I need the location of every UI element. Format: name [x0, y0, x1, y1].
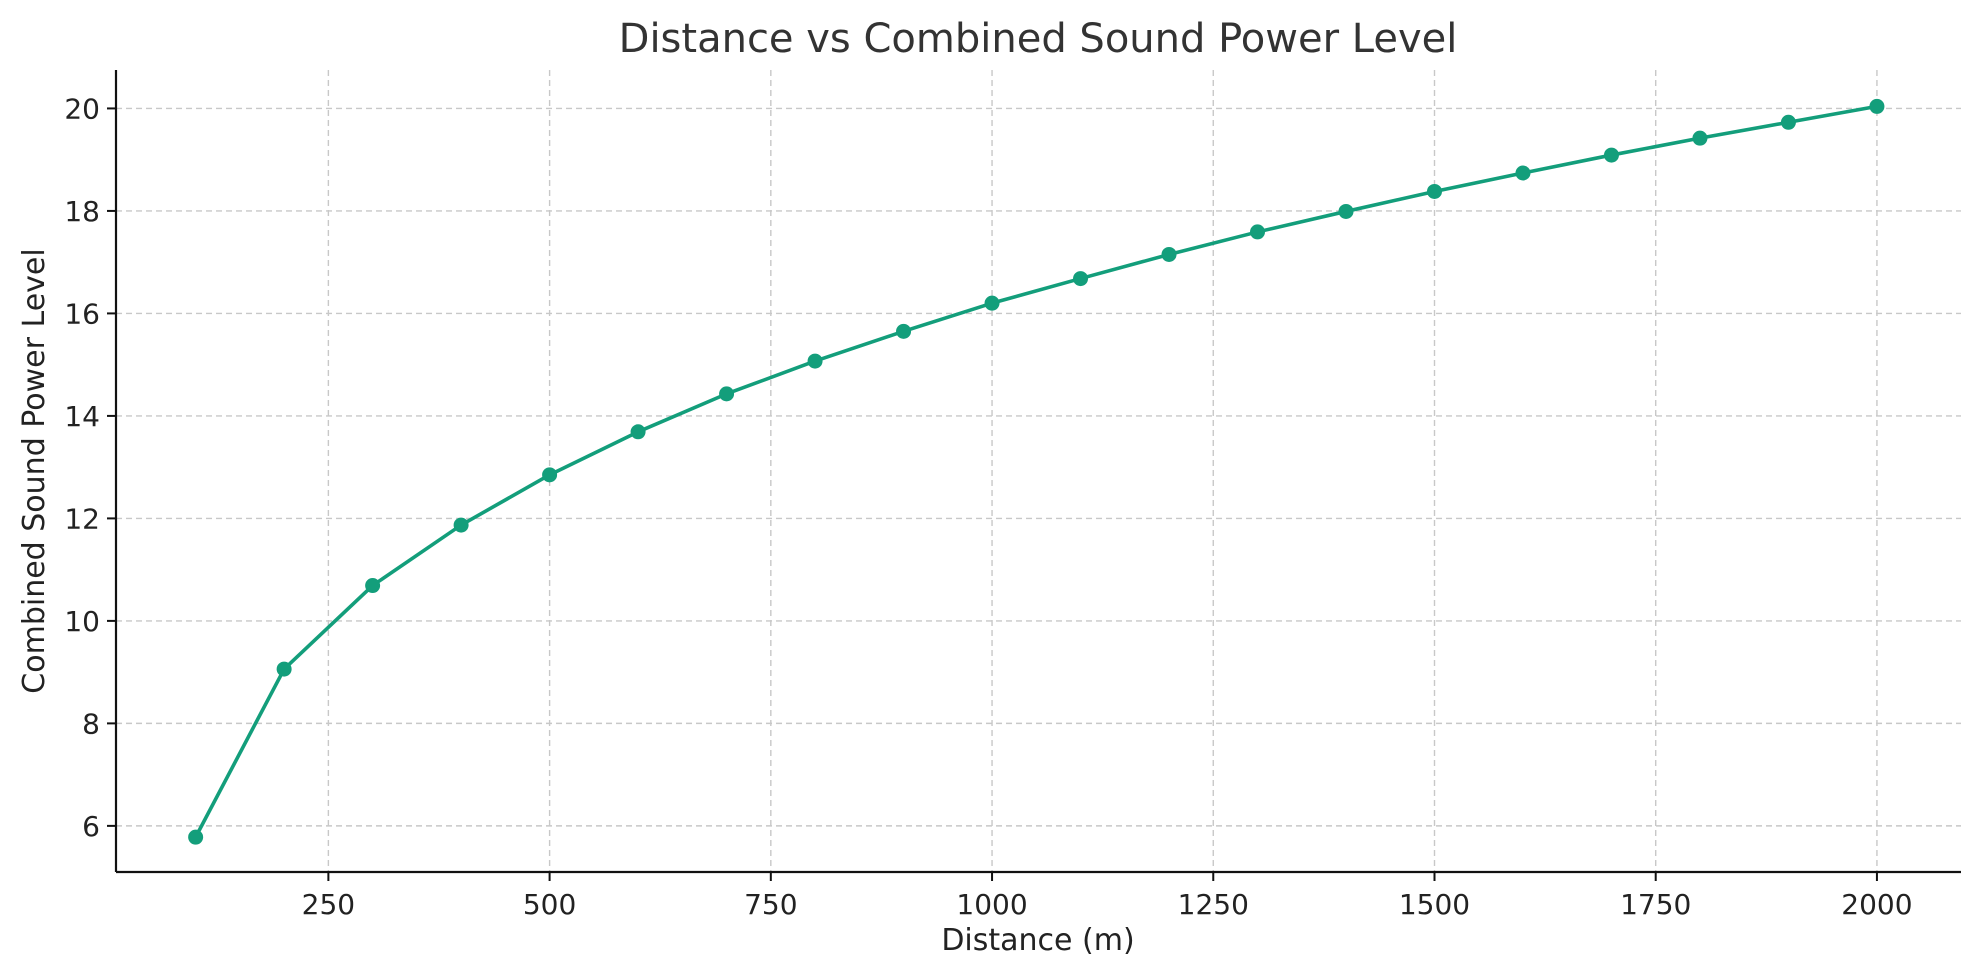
y-tick-label: 14: [64, 400, 100, 433]
data-point: [542, 467, 558, 483]
chart-title: Distance vs Combined Sound Power Level: [619, 16, 1458, 62]
data-point: [1603, 147, 1619, 163]
y-tick-label: 6: [82, 810, 100, 843]
data-point: [1426, 183, 1442, 199]
data-point: [1869, 98, 1885, 114]
y-axis-label: Combined Sound Power Level: [17, 248, 52, 693]
x-tick-label: 1750: [1620, 888, 1691, 921]
data-point: [453, 517, 469, 533]
data-point: [1338, 203, 1354, 219]
data-point: [1780, 114, 1796, 130]
data-point: [1250, 224, 1266, 240]
x-tick-label: 1500: [1399, 888, 1470, 921]
y-tick-label: 12: [64, 502, 100, 535]
x-tick-label: 1250: [1178, 888, 1249, 921]
x-tick-label: 2000: [1841, 888, 1912, 921]
ticks: 250 500 750 1000 1250 1500 1750 2000 6 8 10 12 14 16 1…: [64, 92, 1912, 921]
x-tick-label: 1000: [956, 888, 1027, 921]
data-point: [807, 353, 823, 369]
data-point: [1692, 130, 1708, 146]
x-tick-label: 250: [302, 888, 355, 921]
y-tick-label: 18: [64, 195, 100, 228]
grid: [116, 70, 1961, 872]
data-point: [896, 323, 912, 339]
series-line: [193, 104, 1879, 839]
data-point: [1515, 165, 1531, 181]
data-point: [1161, 246, 1177, 262]
y-tick-label: 10: [64, 605, 100, 638]
axes: [114, 70, 1961, 874]
y-tick-label: 16: [64, 297, 100, 330]
x-tick-label: 750: [744, 888, 797, 921]
data-point: [984, 295, 1000, 311]
y-tick-label: 8: [82, 707, 100, 740]
data-point: [188, 829, 204, 845]
x-axis-label: Distance (m): [941, 923, 1134, 958]
data-point: [276, 661, 292, 677]
data-point: [1073, 271, 1089, 287]
y-tick-label: 20: [64, 92, 100, 125]
data-point: [365, 578, 381, 594]
x-tick-label: 500: [523, 888, 576, 921]
data-point: [630, 424, 646, 440]
data-series: [188, 98, 1885, 845]
data-point: [719, 386, 735, 402]
